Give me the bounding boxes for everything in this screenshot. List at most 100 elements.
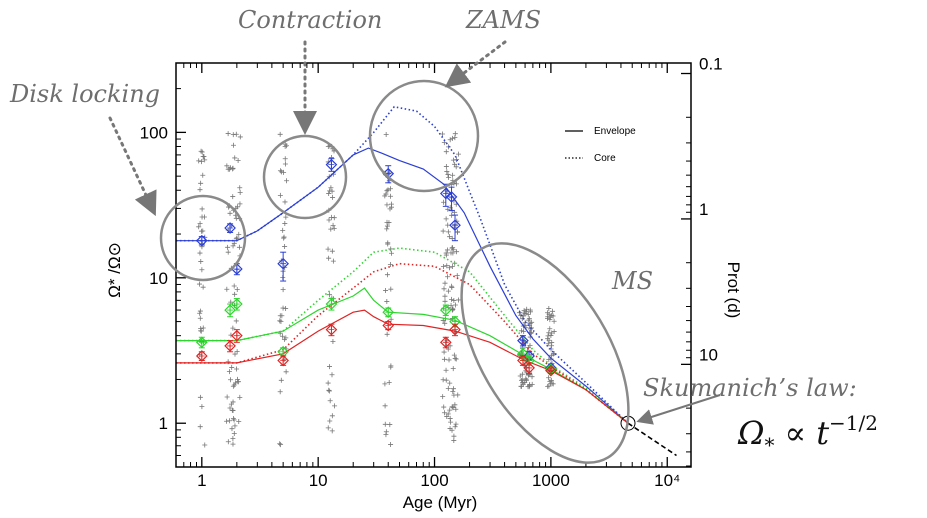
star-measurement — [326, 388, 332, 394]
star-measurement — [447, 415, 453, 421]
star-measurement — [518, 328, 524, 334]
star-measurement — [198, 180, 204, 186]
star-measurement — [441, 410, 447, 416]
star-measurement — [449, 235, 455, 241]
star-measurement — [327, 398, 333, 404]
star-measurement — [326, 217, 332, 223]
y-axis-label: Ω* /Ω⊙ — [105, 242, 124, 298]
star-measurement — [384, 272, 390, 278]
star-measurement — [446, 174, 452, 180]
star-measurement — [279, 169, 285, 175]
diamond-cross — [547, 367, 554, 374]
star-measurement — [441, 356, 447, 362]
star-measurement — [453, 406, 459, 412]
star-measurement — [330, 338, 336, 344]
star-measurement — [200, 153, 206, 159]
star-measurement — [445, 411, 451, 417]
annotation-contraction: Contraction — [238, 6, 382, 34]
y-tick-label: 100 — [140, 123, 168, 142]
star-measurement — [228, 165, 234, 171]
percentile-diamond — [545, 364, 557, 377]
star-measurement — [455, 297, 461, 303]
star-measurement — [444, 413, 450, 419]
plot-frame — [175, 62, 692, 468]
envelope-curve — [176, 309, 629, 424]
star-measurement — [441, 286, 447, 292]
star-measurement — [329, 413, 335, 419]
star-measurement — [450, 366, 456, 372]
star-measurement — [231, 430, 237, 436]
star-measurement — [546, 311, 552, 317]
star-measurement — [224, 418, 230, 424]
star-measurement — [448, 419, 454, 425]
star-measurement — [278, 319, 284, 325]
star-measurement — [237, 185, 243, 191]
star-measurement — [236, 244, 242, 250]
star-measurement — [197, 394, 203, 400]
star-measurement — [282, 143, 288, 149]
star-measurement — [282, 199, 288, 205]
diamond-cross — [198, 339, 205, 346]
star-measurement — [277, 318, 283, 324]
star-measurement — [445, 288, 451, 294]
star-measurement — [382, 421, 388, 427]
star-measurement — [325, 425, 331, 431]
diamond-cross — [198, 237, 205, 244]
star-measurement — [443, 377, 449, 383]
axis-ticks: 1 10 100 1000 10⁴ 1 10 100 0.1 1 10 — [140, 55, 723, 490]
star-measurement — [197, 308, 203, 314]
star-measurement — [224, 163, 230, 169]
star-measurement — [233, 380, 239, 386]
star-measurement — [442, 298, 448, 304]
star-measurement — [451, 392, 457, 398]
star-measurement — [440, 377, 446, 383]
star-measurement — [230, 408, 236, 414]
star-measurement — [196, 224, 202, 230]
percentile-diamond — [230, 329, 243, 342]
star-measurement — [199, 159, 205, 165]
percentile-diamond — [195, 234, 208, 247]
star-measurement — [549, 312, 555, 318]
star-measurement — [228, 401, 234, 407]
star-measurement — [521, 329, 527, 335]
diamond-cross — [385, 322, 392, 329]
star-measurement — [451, 438, 457, 444]
y2-axis-label: Prot (d) — [724, 262, 743, 319]
star-measurement — [385, 241, 391, 247]
star-measurement — [449, 283, 455, 289]
star-measurement — [226, 369, 232, 375]
star-measurement — [387, 186, 393, 192]
star-measurement — [197, 187, 203, 193]
star-measurement — [200, 325, 206, 331]
star-measurement — [546, 337, 552, 343]
x-tick-label: 10 — [309, 471, 328, 490]
star-measurement — [232, 291, 238, 297]
star-measurement — [525, 317, 531, 323]
star-measurement — [326, 364, 332, 370]
star-measurement — [388, 442, 394, 448]
star-measurement — [447, 407, 453, 413]
diamond-cross — [280, 260, 287, 267]
star-measurement — [231, 240, 237, 246]
zams-arrow — [444, 40, 507, 88]
diamond-cross — [448, 193, 455, 200]
star-measurement — [199, 267, 205, 273]
formula-rel: ∝ — [785, 414, 807, 452]
star-measurement — [237, 134, 243, 140]
skumanich-arrow — [636, 394, 721, 425]
star-measurement — [549, 343, 555, 349]
star-measurement — [234, 349, 240, 355]
star-measurement — [226, 418, 232, 424]
star-measurement — [444, 247, 450, 253]
annotation-skumanich: Skumanich’s law: — [643, 374, 857, 402]
star-measurement — [444, 169, 450, 175]
star-measurement — [229, 426, 235, 432]
star-measurement — [197, 250, 203, 256]
star-measurement — [549, 352, 555, 358]
star-measurement — [233, 131, 239, 137]
star-measurement — [325, 246, 331, 252]
star-measurement — [328, 185, 334, 191]
star-measurement — [545, 314, 551, 320]
star-measurement — [452, 424, 458, 430]
star-measurement — [550, 381, 556, 387]
